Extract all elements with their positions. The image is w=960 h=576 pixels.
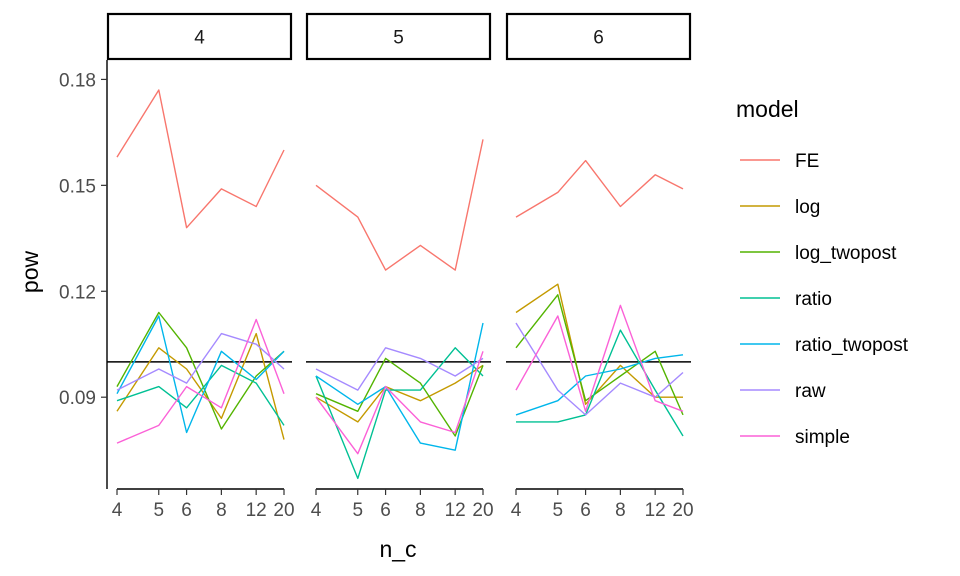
legend-label: simple <box>795 427 850 448</box>
x-tick-label: 12 <box>445 500 466 521</box>
x-tick-label: 8 <box>415 500 426 521</box>
y-axis: 0.09 0.12 0.15 0.18 <box>59 60 108 489</box>
x-tick-label: 12 <box>645 500 666 521</box>
x-tick-label: 20 <box>273 500 294 521</box>
facet-panel-4: 4 4 5 6 8 12 20 <box>106 12 295 521</box>
x-tick-label: 6 <box>181 500 192 521</box>
series-line-raw <box>315 347 484 391</box>
x-tick-label: 12 <box>246 500 267 521</box>
legend-title: model <box>736 96 799 122</box>
facet-strip <box>106 12 293 61</box>
y-axis-title: pow <box>17 251 43 294</box>
series-line-log <box>116 332 285 440</box>
legend-item-log_twopost: log_twopost <box>740 243 897 264</box>
series-line-log <box>515 283 683 405</box>
legend-item-ratio_twopost: ratio_twopost <box>740 335 909 356</box>
legend-label: FE <box>795 151 819 172</box>
legend-label: ratio_twopost <box>795 335 909 356</box>
x-axis-title: n_c <box>379 536 416 562</box>
legend-label: log <box>795 197 820 218</box>
x-tick-label: 5 <box>352 500 363 521</box>
series-line-simple <box>116 318 285 444</box>
legend-item-FE: FE <box>740 151 819 172</box>
facet-panel-6: 64 5 6 8 12 20 <box>505 12 694 521</box>
legend-item-log: log <box>740 197 820 218</box>
series-line-raw <box>515 322 684 416</box>
legend-item-raw: raw <box>740 381 826 402</box>
facet-strip <box>505 12 692 61</box>
facet-strip-label: 6 <box>593 28 604 49</box>
legend-label: raw <box>795 381 826 402</box>
series-line-ratio <box>116 364 285 426</box>
series-line-log <box>315 364 484 423</box>
x-tick-label: 20 <box>472 500 493 521</box>
series-line-FE <box>116 89 285 229</box>
x-tick-label: 4 <box>311 500 322 521</box>
y-tick-label: 0.12 <box>59 282 96 303</box>
series-line-ratio <box>315 347 484 480</box>
series-line-ratio_twopost <box>515 354 684 416</box>
series-line-ratio_twopost <box>315 322 484 451</box>
y-tick-label: 0.09 <box>59 388 96 409</box>
series-line-ratio_twopost <box>116 315 285 434</box>
series-line-log_twopost <box>515 294 684 416</box>
facet-strip-label: 4 <box>194 28 205 49</box>
facet-strip-label: 5 <box>393 28 404 49</box>
series-line-log_twopost <box>315 357 484 437</box>
series-line-log_twopost <box>116 311 285 430</box>
legend-item-simple: simple <box>740 427 850 448</box>
x-tick-label: 20 <box>672 500 693 521</box>
x-tick-label: 8 <box>615 500 626 521</box>
x-tick-label: 5 <box>153 500 164 521</box>
x-tick-label: 8 <box>216 500 227 521</box>
facet-panel-5: 54 5 6 8 12 20 <box>305 12 494 521</box>
facet-strip <box>305 12 492 61</box>
series-line-FE <box>515 159 684 218</box>
legend-label: log_twopost <box>795 243 897 264</box>
y-tick-label: 0.18 <box>59 70 96 91</box>
series-line-simple <box>315 351 484 455</box>
x-tick-label: 6 <box>580 500 591 521</box>
legend-label: ratio <box>795 289 832 310</box>
x-tick-label: 6 <box>380 500 391 521</box>
legend-item-ratio: ratio <box>740 289 832 310</box>
x-tick-label: 4 <box>511 500 522 521</box>
x-tick-label: 4 <box>112 500 123 521</box>
x-tick-label: 5 <box>552 500 563 521</box>
series-line-simple <box>515 304 684 412</box>
series-line-FE <box>315 139 484 271</box>
series-line-raw <box>116 332 285 391</box>
y-tick-label: 0.15 <box>59 176 96 197</box>
